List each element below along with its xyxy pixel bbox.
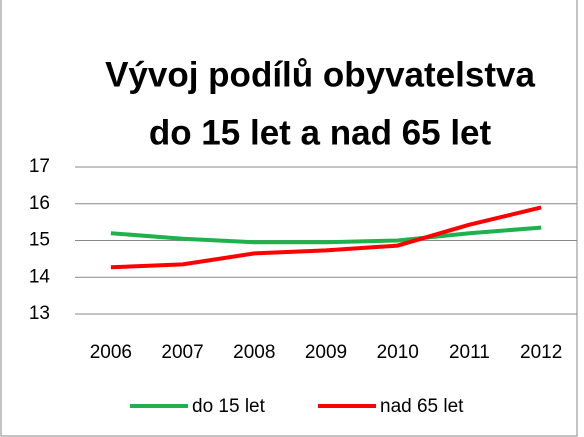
series-line: [110, 225, 542, 245]
x-tick-label: 2011: [449, 342, 490, 363]
y-tick-label: 13: [29, 303, 50, 324]
y-tick-label: 17: [29, 156, 50, 177]
chart-title: do 15 let a nad 65 let: [149, 113, 492, 152]
x-tick-label: 2010: [377, 342, 419, 363]
x-tick-label: 2009: [305, 342, 347, 363]
y-tick-label: 15: [29, 230, 50, 251]
x-tick-label: 2007: [161, 342, 203, 363]
y-tick-label: 16: [29, 193, 50, 214]
series-line: [110, 205, 542, 270]
legend-label: nad 65 let: [380, 396, 464, 417]
x-tick-label: 2012: [520, 342, 562, 363]
y-tick-label: 14: [29, 266, 51, 287]
x-tick-label: 2006: [90, 342, 132, 363]
x-tick-label: 2008: [233, 342, 275, 363]
legend-label: do 15 let: [192, 396, 266, 417]
chart-title: Vývoj podílů obyvatelstva: [105, 55, 535, 94]
